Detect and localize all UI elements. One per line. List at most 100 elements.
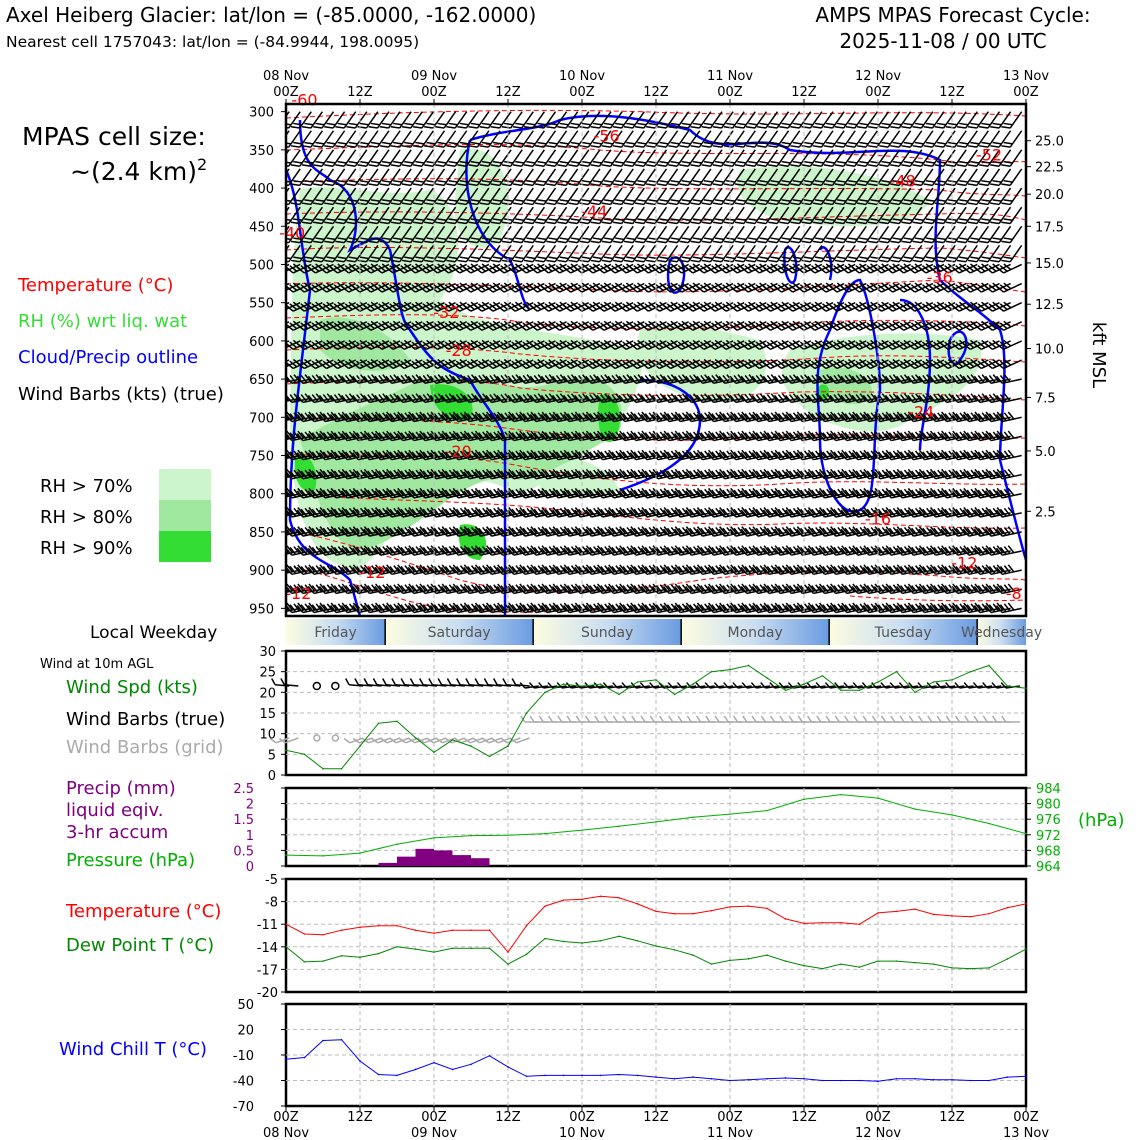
wind-barb-feather [401, 125, 411, 129]
wind-barb-feather [401, 145, 411, 148]
wind-barb-feather [892, 122, 902, 126]
wind-barb [690, 149, 712, 167]
wind-barb-feather [379, 125, 389, 129]
wind-barb-feather [648, 122, 658, 126]
wind-barb-feather [925, 141, 935, 145]
wind-barb [679, 111, 701, 129]
wind-barb-feather [759, 160, 769, 164]
wind-barb [523, 149, 545, 167]
wind-barb-feather [967, 125, 978, 129]
wind-barb-feather [313, 145, 323, 148]
wind-barb [779, 111, 801, 129]
wind-barb-feather [859, 122, 869, 126]
wind-barb-feather [848, 122, 858, 126]
wind-barb-feather [523, 125, 534, 129]
chart-title: Axel Heiberg Glacier: lat/lon = (-85.000… [6, 3, 536, 27]
wind-barb [568, 111, 590, 129]
wind-barb [479, 130, 501, 148]
wind-barb-feather [590, 125, 600, 129]
wind-barb-feather [837, 122, 847, 126]
wind-barb-feather [881, 122, 891, 126]
wind-barb [612, 130, 634, 148]
wind-barb [546, 149, 568, 167]
rh-color-legend: RH > 70% RH > 80% RH > 90% [40, 469, 211, 562]
legend-wind: Wind Barbs (kts) (true) [18, 384, 224, 405]
legend-cloud: Cloud/Precip outline [18, 347, 198, 368]
wind-barb-feather [801, 125, 811, 129]
wind-barb [856, 111, 878, 129]
wind-barb [990, 130, 1012, 148]
wind-barb-feather [634, 125, 645, 129]
wind-barb [357, 149, 379, 167]
wind-barb-feather [679, 164, 689, 167]
wind-barb-feather [424, 145, 434, 148]
wind-barb-feather [690, 145, 700, 148]
wind-barb [923, 130, 945, 148]
wind-barb [523, 130, 545, 148]
rh-label-70: RH > 70% [40, 476, 133, 497]
wind-barb-feather [490, 125, 500, 129]
wind-barb-feather [379, 145, 389, 148]
wind-barb [401, 130, 423, 148]
wind-barb-feather [612, 145, 622, 148]
wind-barb-feather [712, 145, 722, 148]
wind-barb [601, 111, 623, 129]
wind-barb-feather [934, 125, 944, 129]
wind-barb [546, 130, 568, 148]
wind-barb-feather [448, 122, 458, 126]
wind-barb [501, 111, 523, 129]
wind-barb [490, 130, 512, 148]
wind-barb-feather [779, 164, 789, 167]
wind-barb-feather [315, 122, 325, 126]
wind-barb-feather [568, 125, 578, 129]
wind-barb-feather [1001, 125, 1011, 129]
wind-barb-feather [348, 141, 358, 145]
wind-barb-feather [726, 122, 736, 126]
wind-barb-feather [868, 145, 878, 148]
wind-barb-feather [914, 141, 924, 145]
wind-barb-feather [701, 164, 711, 167]
wind-barb [779, 149, 801, 167]
wind-barb-feather [945, 125, 955, 129]
wind-barb-feather [612, 164, 622, 167]
wind-barb [290, 149, 312, 167]
wind-barb-feather [568, 164, 578, 167]
wind-barb-feather [581, 160, 591, 164]
wind-barb-feather [848, 141, 858, 145]
wind-barb-feather [501, 164, 511, 167]
wind-barb-feather [276, 411, 282, 420]
cell-size-value: ~(2.4 km)2 [70, 155, 207, 186]
wind-barb [712, 149, 734, 167]
wind-barb [346, 130, 368, 148]
wind-barb [512, 149, 534, 167]
wind-barb [646, 130, 668, 148]
wind-barb-feather [357, 145, 367, 148]
wind-barb [346, 149, 368, 167]
wind-barb-feather [337, 122, 347, 126]
wind-barb-feather [603, 141, 614, 145]
wind-barb-feather [559, 122, 569, 126]
wind-barb-feather [737, 141, 747, 145]
wind-barb [690, 111, 712, 129]
wind-barb-feather [492, 122, 503, 126]
wind-barb-feather [612, 125, 622, 129]
wind-barb-feather [557, 145, 567, 148]
wind-barb-feather [903, 122, 913, 126]
wind-barb [590, 130, 612, 148]
wind-barb [313, 130, 335, 148]
wind-barb-feather [326, 141, 336, 145]
wind-barb [634, 111, 656, 129]
wind-barb [812, 111, 834, 129]
wind-barb-feather [535, 164, 545, 167]
wind-barb-feather [626, 160, 636, 164]
wind-barb-feather [590, 164, 600, 167]
wind-barb-feather [290, 145, 300, 148]
wind-barb-feather [504, 160, 514, 164]
wind-barb [668, 130, 690, 148]
wind-barb-feather [757, 164, 767, 167]
wind-barb-feather [459, 141, 469, 145]
wind-barb [501, 130, 523, 148]
wind-barb-feather [357, 164, 367, 167]
wind-barb [412, 149, 434, 167]
wind-barb-feather [945, 145, 955, 148]
